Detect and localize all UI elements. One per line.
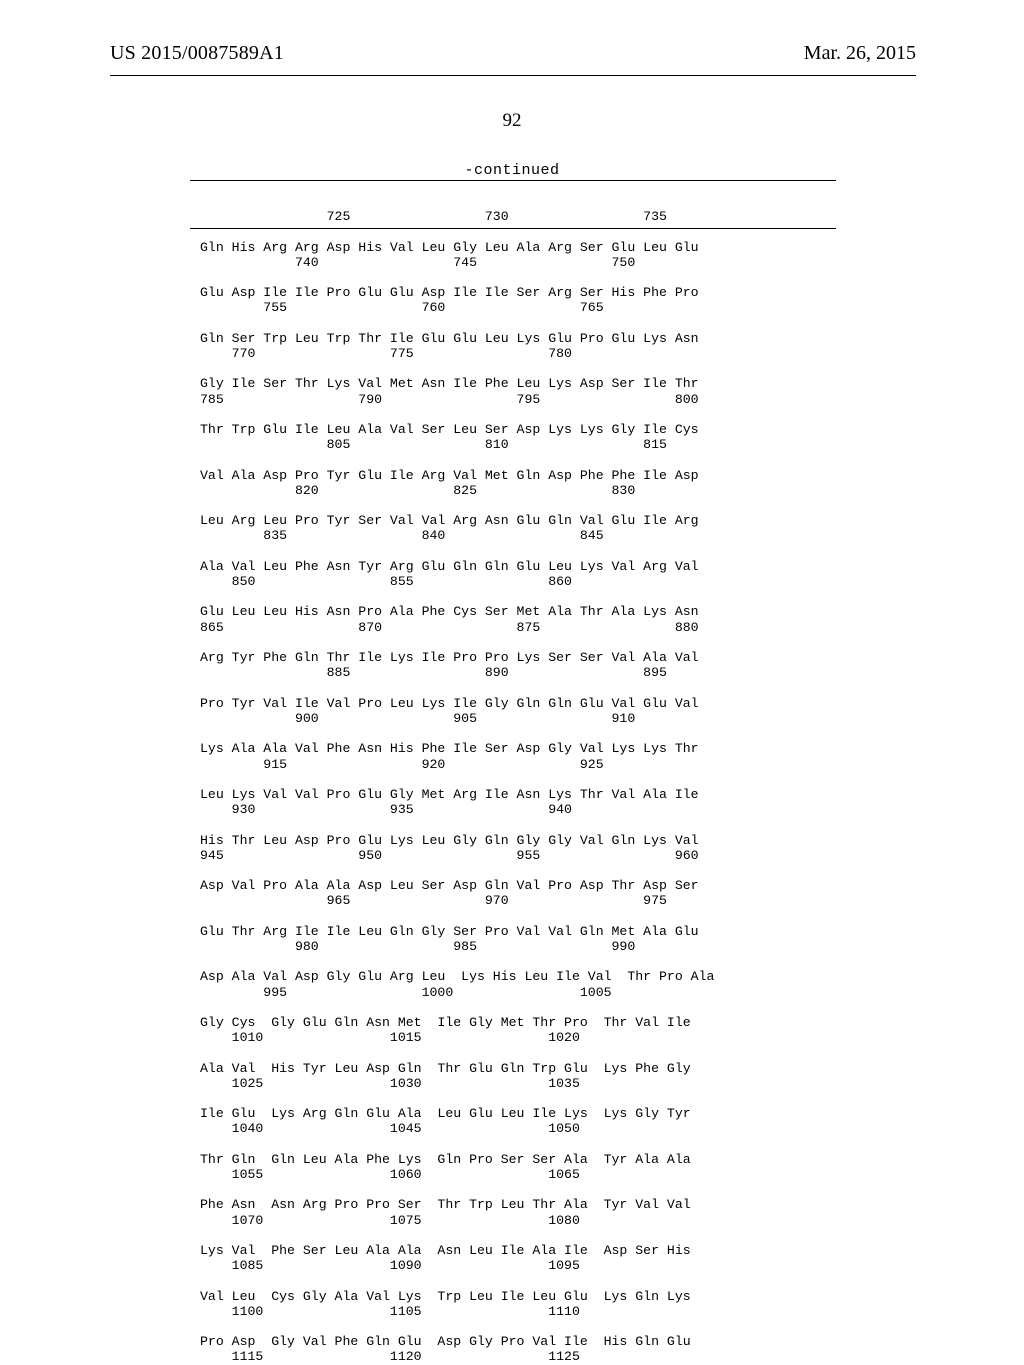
page: US 2015/0087589A1 Mar. 26, 2015 92 -cont… (0, 0, 1024, 1320)
header-rule (110, 75, 916, 76)
page-number: 92 (0, 110, 1024, 132)
continued-label: -continued (0, 162, 1024, 179)
publication-number: US 2015/0087589A1 (110, 42, 284, 65)
publication-date: Mar. 26, 2015 (804, 42, 916, 65)
sequence-listing: 725 730 735 Gln His Arg Arg Asp His Val … (200, 209, 836, 1364)
sequence-rule-top (190, 180, 836, 181)
